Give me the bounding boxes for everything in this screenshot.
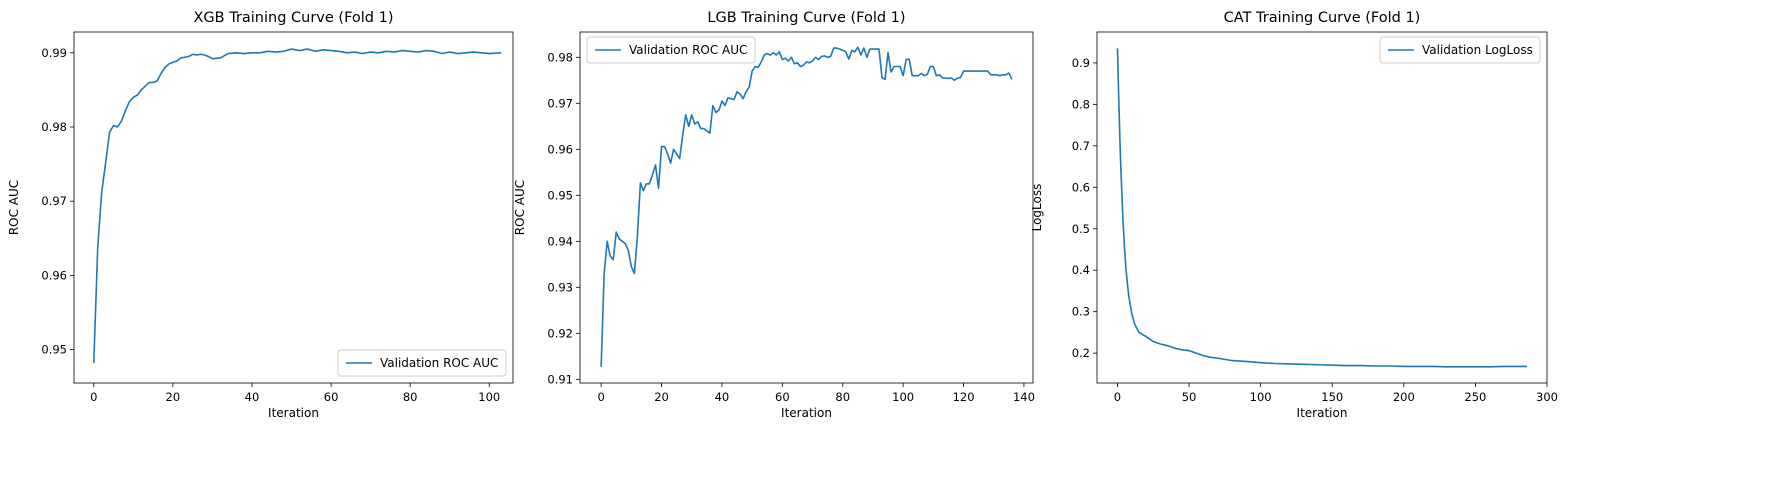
x-tick-label: 100 (892, 390, 914, 404)
x-tick-label: 50 (1182, 390, 1197, 404)
x-tick-label: 20 (654, 390, 669, 404)
legend-entry: Validation ROC AUC (380, 356, 498, 370)
x-tick-label: 60 (324, 390, 339, 404)
y-tick-label: 0.98 (547, 50, 573, 64)
x-tick-label: 300 (1536, 390, 1558, 404)
chart-title: LGB Training Curve (Fold 1) (707, 10, 905, 26)
y-tick-label: 0.3 (1072, 305, 1090, 319)
series-line (1116, 48, 1527, 368)
x-tick-label: 100 (1250, 390, 1272, 404)
y-tick-label: 0.94 (547, 234, 573, 248)
y-tick-label: 0.2 (1072, 346, 1090, 360)
y-tick-label: 0.95 (41, 343, 67, 357)
y-tick-label: 0.93 (547, 280, 573, 294)
series-line (92, 48, 502, 363)
legend: Validation ROC AUC (586, 36, 756, 64)
y-tick-label: 0.99 (41, 46, 67, 60)
x-axis-label: Iteration (781, 406, 832, 420)
x-tick-label: 60 (775, 390, 790, 404)
x-tick-label: 40 (715, 390, 730, 404)
chart-panel-1: XGB Training Curve (Fold 1) 0 20 40 60 80 100 0… (7, 10, 514, 420)
y-tick-label: 0.91 (547, 372, 573, 386)
x-axis-label: Iteration (268, 406, 319, 420)
x-axis-label: Iteration (1297, 406, 1348, 420)
y-tick-label: 0.7 (1072, 139, 1090, 153)
x-tick-label: 250 (1464, 390, 1486, 404)
y-tick-label: 0.8 (1072, 97, 1090, 111)
x-tick-label: 0 (597, 390, 604, 404)
y-axis-label: ROC AUC (7, 180, 21, 235)
y-tick-label: 0.96 (547, 142, 573, 156)
x-tick-label: 140 (1013, 390, 1035, 404)
x-tick-label: 200 (1393, 390, 1415, 404)
y-axis-label: LogLoss (1030, 184, 1044, 232)
legend-box (586, 36, 756, 64)
y-tick-label: 0.96 (41, 268, 67, 282)
y-tick-label: 0.95 (547, 188, 573, 202)
chart-panel-2: LGB Training Curve (Fold 1) 0 20 40 60 80 100 1… (513, 10, 1035, 420)
x-tick-label: 20 (166, 390, 181, 404)
x-tick-label: 120 (953, 390, 975, 404)
x-tick-label: 100 (478, 390, 500, 404)
y-axis-label: ROC AUC (513, 180, 527, 235)
x-tick-label: 0 (1114, 390, 1121, 404)
y-tick-label: 0.97 (41, 194, 67, 208)
legend-entry: Validation LogLoss (1422, 43, 1533, 57)
plot-area-frame (73, 31, 514, 384)
y-tick-label: 0.9 (1072, 56, 1090, 70)
x-tick-label: 80 (835, 390, 850, 404)
x-tick-label: 80 (403, 390, 418, 404)
legend-box (1379, 36, 1541, 64)
y-tick-label: 0.4 (1072, 263, 1090, 277)
chart-title: XGB Training Curve (Fold 1) (193, 10, 393, 26)
x-tick-label: 0 (90, 390, 97, 404)
y-tick-label: 0.6 (1072, 180, 1090, 194)
legend: Validation LogLoss (1379, 36, 1541, 64)
y-tick-label: 0.97 (547, 96, 573, 110)
chart-title: CAT Training Curve (Fold 1) (1224, 10, 1421, 26)
y-tick-label: 0.5 (1072, 222, 1090, 236)
legend-entry: Validation ROC AUC (629, 43, 747, 57)
chart-panel-3: CAT Training Curve (Fold 1) 0 50 100 150 200 2… (1030, 10, 1558, 420)
plot-area-frame (579, 31, 1034, 384)
x-tick-label: 150 (1321, 390, 1343, 404)
x-tick-label: 40 (245, 390, 260, 404)
legend-box (337, 349, 507, 377)
y-tick-label: 0.98 (41, 120, 67, 134)
plot-area-frame (1096, 31, 1548, 384)
y-tick-label: 0.92 (547, 326, 573, 340)
legend: Validation ROC AUC (337, 349, 507, 377)
series-line (600, 46, 1013, 367)
